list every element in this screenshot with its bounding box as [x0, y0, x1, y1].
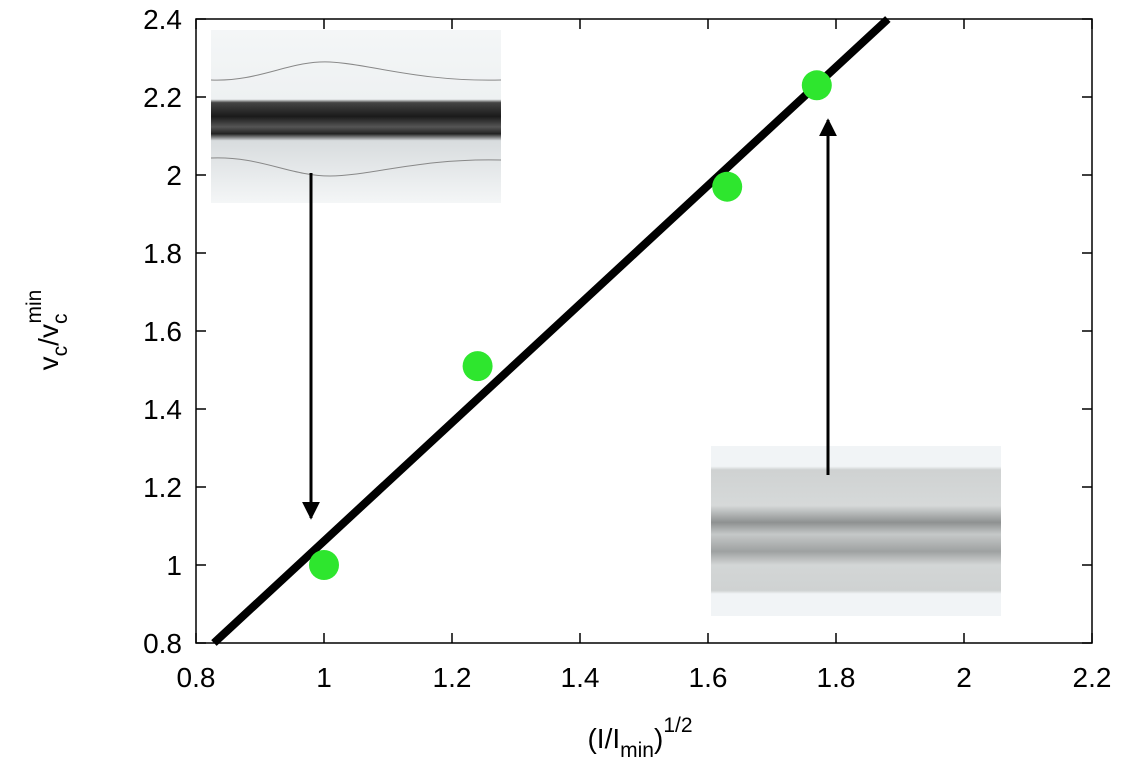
y-tick-label: 2.4: [143, 4, 182, 35]
x-tick-label: 0.8: [177, 662, 216, 693]
y-tick-label: 1: [166, 550, 182, 581]
x-axis-label-part: (I/I: [587, 723, 620, 754]
x-tick-label: 2.2: [1073, 662, 1112, 693]
x-axis-label: (I/Imin)1/2: [587, 714, 692, 762]
x-tick-label: 1.8: [817, 662, 856, 693]
inset-photo: [711, 446, 1001, 616]
y-tick-label: 0.8: [143, 628, 182, 659]
x-tick-label: 1.6: [689, 662, 728, 693]
data-layer: [211, 16, 891, 646]
data-point: [801, 70, 832, 101]
y-axis-label-part: min: [23, 290, 46, 324]
y-axis-label-part: v: [33, 356, 64, 370]
x-tick-label: 1.2: [433, 662, 472, 693]
data-point: [309, 550, 339, 580]
y-axis-label-part: c: [49, 314, 72, 325]
y-tick-label: 1.6: [143, 316, 182, 347]
y-axis-label: vc/vcmin: [23, 290, 72, 371]
y-axis-label-part: /v: [33, 324, 64, 346]
x-tick-label: 2: [956, 662, 972, 693]
x-tick-label: 1.4: [561, 662, 600, 693]
y-tick-label: 1.2: [143, 472, 182, 503]
x-axis-label-part: ): [654, 723, 663, 754]
x-axis-label-part: min: [620, 739, 654, 762]
data-point: [462, 351, 493, 382]
y-tick-label: 2: [166, 160, 182, 191]
x-tick-label: 1: [316, 662, 332, 693]
y-tick-label: 1.4: [143, 394, 182, 425]
data-point: [712, 171, 743, 202]
y-axis-label-part: c: [49, 346, 72, 357]
y-tick-label: 1.8: [143, 238, 182, 269]
plot-frame: [195, 18, 1093, 644]
inset-photo: [210, 30, 502, 203]
x-axis-label-part: 1/2: [663, 714, 692, 737]
fit-line: [211, 16, 891, 646]
y-tick-label: 2.2: [143, 82, 182, 113]
